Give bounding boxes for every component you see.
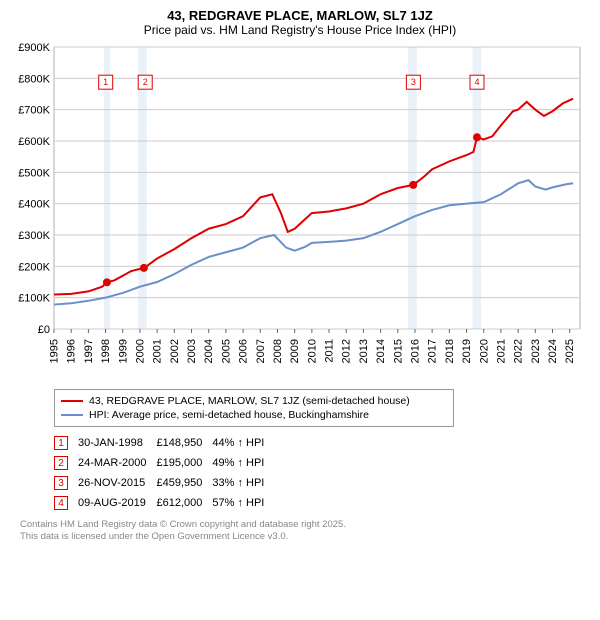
svg-text:3: 3 xyxy=(411,77,416,87)
chart-area: £0 £100K £200K £300K £400K £500K £600K £700K £80… xyxy=(10,43,590,383)
table-row: 4 09-AUG-2019£612,00057% ↑ HPI xyxy=(54,493,274,513)
svg-text:2008: 2008 xyxy=(272,339,284,363)
svg-text:£100K: £100K xyxy=(18,293,50,305)
tx-delta: 44% ↑ HPI xyxy=(212,433,274,453)
table-row: 3 26-NOV-2015£459,95033% ↑ HPI xyxy=(54,473,274,493)
svg-text:2012: 2012 xyxy=(341,339,353,363)
svg-text:1995: 1995 xyxy=(49,339,61,363)
svg-text:2015: 2015 xyxy=(392,339,404,363)
svg-text:4: 4 xyxy=(474,77,479,87)
table-row: 1 30-JAN-1998£148,95044% ↑ HPI xyxy=(54,433,274,453)
svg-text:£700K: £700K xyxy=(18,105,50,117)
legend-item: HPI: Average price, semi-detached house,… xyxy=(61,408,447,422)
tx-price: £612,000 xyxy=(156,493,212,513)
svg-text:2: 2 xyxy=(143,77,148,87)
svg-text:2002: 2002 xyxy=(169,339,181,363)
svg-text:2021: 2021 xyxy=(495,339,507,363)
svg-text:2000: 2000 xyxy=(134,339,146,363)
legend: 43, REDGRAVE PLACE, MARLOW, SL7 1JZ (sem… xyxy=(54,389,454,427)
tx-marker: 1 xyxy=(54,436,68,450)
tx-marker: 4 xyxy=(54,496,68,510)
svg-text:2010: 2010 xyxy=(306,339,318,363)
svg-text:2014: 2014 xyxy=(375,339,387,363)
svg-text:1998: 1998 xyxy=(100,339,112,363)
svg-text:£300K: £300K xyxy=(18,230,50,242)
svg-text:1996: 1996 xyxy=(66,339,78,363)
svg-text:£500K: £500K xyxy=(18,167,50,179)
transactions-table: 1 30-JAN-1998£148,95044% ↑ HPI 2 24-MAR-200… xyxy=(54,433,274,513)
svg-text:2020: 2020 xyxy=(478,339,490,363)
svg-text:1: 1 xyxy=(103,77,108,87)
legend-label: HPI: Average price, semi-detached house,… xyxy=(89,409,369,421)
tx-delta: 57% ↑ HPI xyxy=(212,493,274,513)
svg-text:£900K: £900K xyxy=(18,43,50,54)
svg-text:2005: 2005 xyxy=(220,339,232,363)
svg-text:2018: 2018 xyxy=(444,339,456,363)
tx-price: £459,950 xyxy=(156,473,212,493)
svg-text:2007: 2007 xyxy=(255,339,267,363)
svg-text:2022: 2022 xyxy=(513,339,525,363)
svg-text:2004: 2004 xyxy=(203,339,215,363)
footer-line: This data is licensed under the Open Gov… xyxy=(20,531,590,543)
svg-text:2017: 2017 xyxy=(427,339,439,363)
svg-text:2023: 2023 xyxy=(530,339,542,363)
tx-price: £148,950 xyxy=(156,433,212,453)
footer-line: Contains HM Land Registry data © Crown c… xyxy=(20,519,590,531)
tx-date: 26-NOV-2015 xyxy=(78,473,156,493)
tx-delta: 33% ↑ HPI xyxy=(212,473,274,493)
svg-text:2019: 2019 xyxy=(461,339,473,363)
svg-text:£0: £0 xyxy=(38,324,50,336)
legend-item: 43, REDGRAVE PLACE, MARLOW, SL7 1JZ (sem… xyxy=(61,394,447,408)
svg-text:2001: 2001 xyxy=(152,339,164,363)
svg-text:2011: 2011 xyxy=(324,339,336,363)
tx-price: £195,000 xyxy=(156,453,212,473)
legend-label: 43, REDGRAVE PLACE, MARLOW, SL7 1JZ (sem… xyxy=(89,395,410,407)
svg-text:£200K: £200K xyxy=(18,261,50,273)
tx-marker: 3 xyxy=(54,476,68,490)
svg-text:2024: 2024 xyxy=(547,339,559,363)
tx-marker: 2 xyxy=(54,456,68,470)
table-row: 2 24-MAR-2000£195,00049% ↑ HPI xyxy=(54,453,274,473)
tx-date: 09-AUG-2019 xyxy=(78,493,156,513)
svg-text:2025: 2025 xyxy=(564,339,576,363)
price-chart-svg: £0 £100K £200K £300K £400K £500K £600K £700K £80… xyxy=(10,43,590,383)
legend-swatch xyxy=(61,414,83,416)
chart-subtitle: Price paid vs. HM Land Registry's House … xyxy=(10,23,590,37)
svg-text:2003: 2003 xyxy=(186,339,198,363)
svg-text:1999: 1999 xyxy=(117,339,129,363)
legend-swatch xyxy=(61,400,83,402)
svg-text:2013: 2013 xyxy=(358,339,370,363)
svg-text:2006: 2006 xyxy=(238,339,250,363)
svg-text:£800K: £800K xyxy=(18,73,50,85)
svg-text:2016: 2016 xyxy=(410,339,422,363)
tx-date: 30-JAN-1998 xyxy=(78,433,156,453)
tx-date: 24-MAR-2000 xyxy=(78,453,156,473)
svg-text:2009: 2009 xyxy=(289,339,301,363)
svg-text:1997: 1997 xyxy=(83,339,95,363)
svg-text:£600K: £600K xyxy=(18,136,50,148)
svg-text:£400K: £400K xyxy=(18,199,50,211)
chart-title: 43, REDGRAVE PLACE, MARLOW, SL7 1JZ xyxy=(10,8,590,23)
footer-attribution: Contains HM Land Registry data © Crown c… xyxy=(20,519,590,543)
tx-delta: 49% ↑ HPI xyxy=(212,453,274,473)
